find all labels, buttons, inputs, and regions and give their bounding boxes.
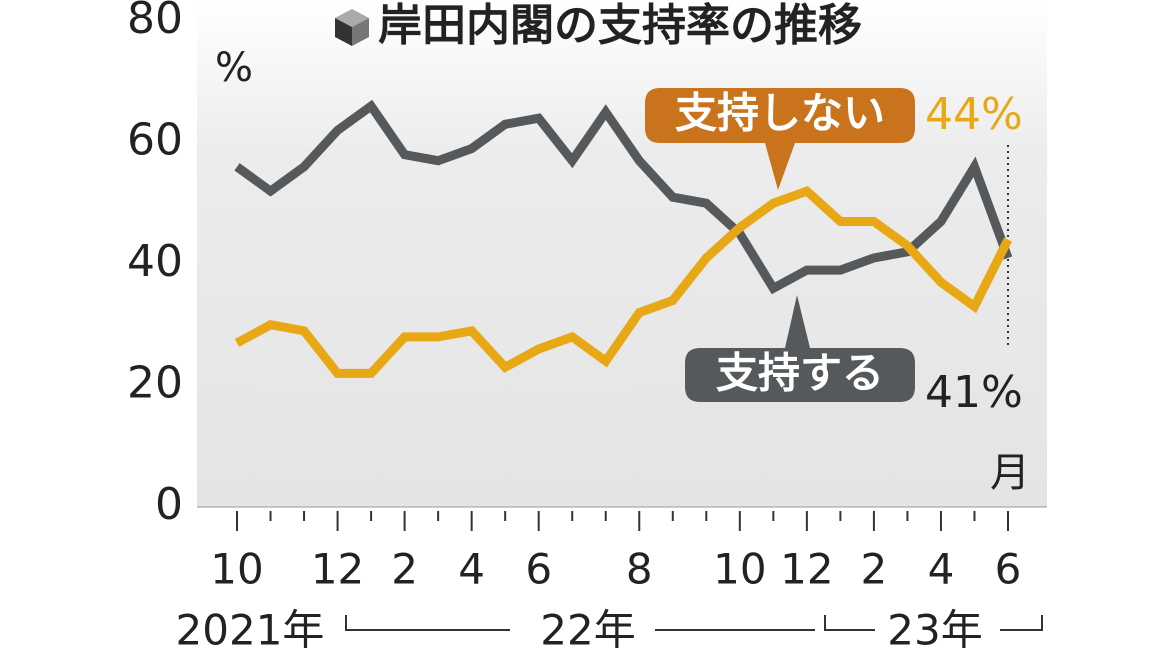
x-tick-label: 8 (626, 545, 653, 594)
x-tick-label: 4 (928, 545, 955, 594)
x-tick-label: 2 (391, 545, 418, 594)
x-tick-label: 10 (210, 545, 263, 594)
x-tick-label: 6 (995, 545, 1022, 594)
y-tick-label: 40 (127, 236, 183, 287)
x-tick-label: 12 (311, 545, 364, 594)
value-label: 41% (925, 367, 1023, 418)
x-tick-label: 12 (780, 545, 833, 594)
x-unit: 月 (990, 450, 1030, 496)
x-tick-label: 2 (861, 545, 888, 594)
title-icon (335, 9, 369, 46)
legend-label: 支持する (716, 349, 884, 398)
year-label: 2021年 (176, 606, 325, 655)
x-tick-label: 6 (525, 545, 552, 594)
x-tick-label: 4 (458, 545, 485, 594)
y-tick-label: 80 (127, 0, 183, 44)
year-label: 23年 (887, 606, 982, 655)
annotation-not-support: 支持しない (645, 88, 915, 190)
value-label: 44% (925, 89, 1023, 140)
x-tick-label: 10 (713, 545, 766, 594)
y-tick-label: 0 (155, 479, 183, 530)
year-label: 22年 (540, 606, 635, 655)
y-tick-label: 20 (127, 358, 183, 409)
y-unit: % (215, 45, 253, 91)
annotation-support: 支持する (685, 295, 915, 402)
lines (234, 99, 1013, 378)
y-tick-label: 60 (127, 115, 183, 166)
series-line (234, 99, 1013, 295)
legend-label: 支持しない (675, 89, 885, 138)
year-brackets (345, 615, 1043, 631)
series-line (234, 185, 1013, 378)
chart-title: 岸田内閣の支持率の推移 (378, 0, 862, 51)
